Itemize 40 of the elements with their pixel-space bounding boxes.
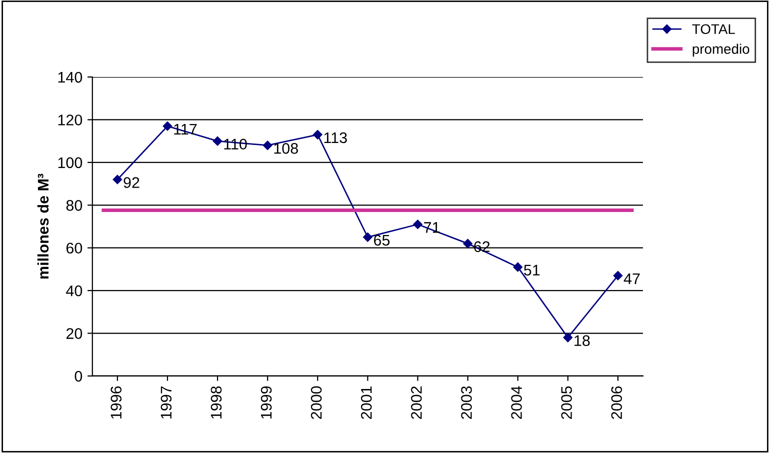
data-label: 92 — [124, 177, 140, 188]
y-tick-label: 120 — [58, 114, 82, 126]
x-tick-label: 2001 — [360, 386, 372, 419]
x-tick-label: 2006 — [611, 386, 622, 419]
data-label: 113 — [324, 132, 347, 144]
legend-label: promedio — [692, 44, 750, 57]
x-tick-label: 1998 — [210, 386, 222, 419]
y-tick-label: 60 — [66, 242, 82, 254]
point — [413, 220, 422, 229]
point — [212, 136, 222, 146]
x-tick-label: 2000 — [310, 386, 322, 419]
y-tick-label: 20 — [66, 328, 82, 339]
point — [112, 174, 122, 184]
point — [563, 332, 572, 342]
data-label: 65 — [374, 234, 390, 246]
x-tick-label: 1996 — [110, 386, 122, 419]
x-tick-label: 1997 — [160, 386, 172, 419]
point — [513, 262, 522, 272]
y-tick-label: 100 — [58, 157, 82, 168]
x-tick-label: 2002 — [411, 386, 422, 419]
y-tick-label: 140 — [58, 72, 82, 83]
x-tick-label: 1999 — [260, 386, 272, 419]
point — [363, 232, 372, 242]
data-label: 18 — [574, 335, 590, 346]
y-tick-label: 40 — [66, 285, 82, 296]
data-label: 47 — [624, 273, 640, 284]
point — [313, 130, 322, 140]
point — [463, 238, 472, 248]
point — [162, 122, 172, 131]
y-tick-label: 80 — [66, 200, 82, 211]
point — [613, 270, 623, 280]
data-label: 108 — [274, 143, 298, 154]
y-axis-title: millones de M³ — [37, 174, 49, 279]
y-tick-label: 0 — [74, 370, 82, 382]
x-tick-label: 2005 — [561, 386, 572, 419]
x-tick-label: 2004 — [511, 386, 522, 419]
legend-label: TOTAL — [692, 24, 735, 34]
point — [262, 140, 272, 150]
data-label: 51 — [524, 264, 540, 276]
x-tick-label: 2003 — [461, 386, 472, 419]
